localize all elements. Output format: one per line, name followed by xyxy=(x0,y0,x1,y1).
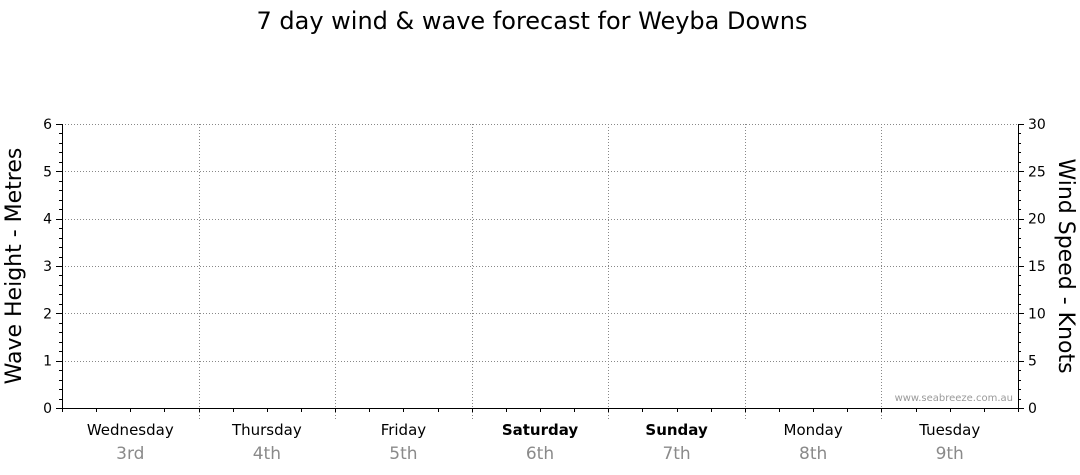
left-tick-label: 3 xyxy=(43,259,52,275)
left-tick-label: 6 xyxy=(43,117,52,133)
grid-lines xyxy=(62,124,1018,420)
day-name-label: Sunday xyxy=(645,421,708,439)
chart-title: 7 day wind & wave forecast for Weyba Dow… xyxy=(256,7,807,35)
right-tick-label: 20 xyxy=(1028,212,1046,228)
day-date-label: 9th xyxy=(936,444,964,464)
day-name-label: Thursday xyxy=(231,421,302,439)
right-tick-label: 10 xyxy=(1028,306,1046,322)
day-date-label: 4th xyxy=(253,444,281,464)
day-name-label: Monday xyxy=(784,421,843,439)
day-name-label: Friday xyxy=(381,421,427,439)
left-tick-label: 4 xyxy=(43,212,52,228)
left-axis: 0 1 2 3 4 5 6 xyxy=(43,117,63,417)
day-date-label: 8th xyxy=(799,444,827,464)
left-axis-title: Wave Height - Metres xyxy=(2,148,27,385)
right-tick-label: 30 xyxy=(1028,117,1046,133)
right-axis: 0 5 10 15 20 25 30 xyxy=(1018,117,1046,417)
right-tick-label: 25 xyxy=(1028,164,1046,180)
day-date-label: 7th xyxy=(662,444,690,464)
day-date-label: 5th xyxy=(389,444,417,464)
left-tick-label: 1 xyxy=(43,354,52,370)
left-tick-label: 2 xyxy=(43,306,52,322)
left-tick-label: 5 xyxy=(43,164,52,180)
x-axis: Wednesday 3rd Thursday 4th Friday 5th Saturday… xyxy=(62,408,1019,464)
right-tick-label: 0 xyxy=(1028,401,1037,417)
right-tick-label: 5 xyxy=(1028,354,1037,370)
day-name-label: Tuesday xyxy=(918,421,980,439)
day-date-label: 3rd xyxy=(116,444,144,464)
day-name-label: Saturday xyxy=(502,421,579,439)
day-name-label: Wednesday xyxy=(87,421,174,439)
watermark: www.seabreeze.com.au xyxy=(895,393,1013,404)
left-tick-label: 0 xyxy=(43,401,52,417)
day-date-label: 6th xyxy=(526,444,554,464)
right-axis-title: Wind Speed - Knots xyxy=(1053,158,1078,373)
right-tick-label: 15 xyxy=(1028,259,1046,275)
